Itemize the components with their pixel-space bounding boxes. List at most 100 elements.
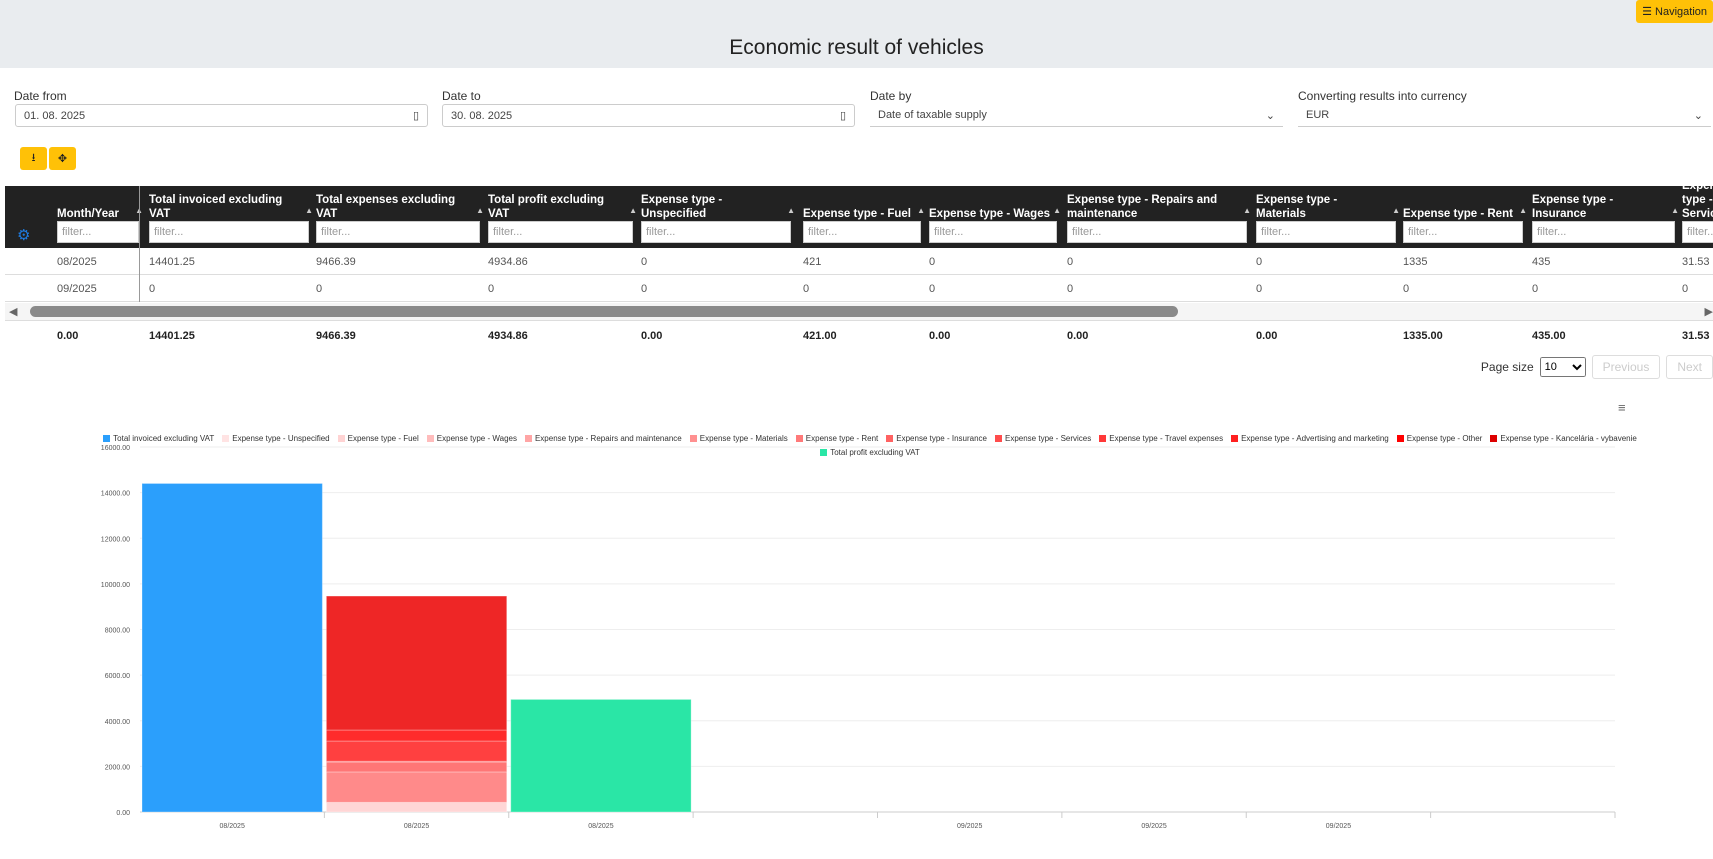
horizontal-scrollbar[interactable]: ◀ ▶ bbox=[5, 303, 1713, 320]
x-tick-label: 08/2025 bbox=[404, 823, 429, 830]
table-header: ⚙ Month/Year▲filter...Total invoiced exc… bbox=[5, 180, 1713, 248]
column-header[interactable]: Expense type - Insurance ▲ filter... bbox=[1532, 186, 1683, 248]
column-header[interactable]: Expense type - Unspecified ▲ filter... bbox=[641, 186, 799, 248]
calendar-icon[interactable]: ▯ bbox=[412, 110, 419, 122]
legend-item[interactable]: Expense type - Repairs and maintenance bbox=[524, 434, 682, 443]
sort-icon[interactable]: ▲ bbox=[476, 206, 484, 215]
navigation-button[interactable]: ☰ Navigation bbox=[1636, 0, 1713, 23]
column-header[interactable]: Expense type - Materials ▲ filter... bbox=[1256, 186, 1404, 248]
legend-item[interactable]: Expense type - Other bbox=[1396, 434, 1482, 443]
legend-item[interactable]: Expense type - Materials bbox=[689, 434, 788, 443]
column-filter-input[interactable]: filter... bbox=[57, 221, 139, 243]
legend-item[interactable]: Expense type - Services bbox=[994, 434, 1091, 443]
sort-icon[interactable]: ▲ bbox=[787, 206, 795, 215]
sort-icon[interactable]: ▲ bbox=[1392, 206, 1400, 215]
calendar-icon[interactable]: ▯ bbox=[839, 110, 846, 122]
scrollbar-thumb[interactable] bbox=[30, 306, 1178, 317]
scroll-right-icon[interactable]: ▶ bbox=[1704, 306, 1713, 318]
column-filter-input[interactable]: filter... bbox=[641, 221, 791, 243]
table-row: 08/2025 14401.25 9466.39 4934.86 0 421 0 0 0 1335… bbox=[5, 248, 1713, 275]
sort-icon[interactable]: ▲ bbox=[917, 206, 925, 215]
table-cell: 0 bbox=[641, 255, 648, 268]
column-header[interactable]: Total profit excluding VAT ▲ filter... bbox=[488, 186, 641, 248]
scroll-left-icon[interactable]: ◀ bbox=[9, 306, 18, 318]
bar-segment[interactable] bbox=[141, 482, 323, 813]
chart-legend: Total invoiced excluding VAT Expense type… bbox=[103, 434, 1637, 443]
bar-segment[interactable] bbox=[325, 595, 508, 731]
previous-button[interactable]: Previous bbox=[1591, 355, 1661, 379]
sort-icon[interactable]: ▲ bbox=[629, 206, 637, 215]
column-filter-input[interactable]: filter... bbox=[1403, 221, 1523, 243]
y-tick-label: 12000.00 bbox=[101, 536, 130, 543]
chart-menu-icon[interactable]: ≡ bbox=[1618, 400, 1626, 415]
bar-segment[interactable] bbox=[325, 729, 508, 742]
column-filter-input[interactable]: filter... bbox=[929, 221, 1057, 243]
column-filter-input[interactable]: filter... bbox=[1067, 221, 1247, 243]
sort-icon[interactable]: ▲ bbox=[305, 206, 313, 215]
table-cell: 0 bbox=[1067, 282, 1074, 295]
date-by-select[interactable]: Date of taxable supply ⌄ bbox=[870, 104, 1283, 127]
column-header[interactable]: Expense type - Wages ▲ filter... bbox=[929, 186, 1065, 248]
date-by-label: Date by bbox=[870, 89, 912, 103]
export-button[interactable]: ⭳ bbox=[20, 147, 47, 170]
legend-item[interactable]: Total invoiced excluding VAT bbox=[103, 434, 214, 443]
column-title: Total expenses excluding VAT bbox=[316, 194, 456, 220]
column-header[interactable]: Month/Year▲filter... bbox=[57, 186, 147, 248]
legend-swatch bbox=[1490, 435, 1498, 442]
bar-chart: 0.00 2000.00 4000.00 6000.00 8000.00 10000.00… bbox=[101, 445, 1616, 830]
next-button[interactable]: Next bbox=[1666, 355, 1713, 379]
y-tick-label: 0.00 bbox=[116, 810, 130, 817]
currency-label: Converting results into currency bbox=[1298, 89, 1467, 103]
column-header[interactable]: Expense type - Fuel ▲ filter... bbox=[803, 186, 929, 248]
legend-item[interactable]: Expense type - Wages bbox=[426, 434, 517, 443]
column-filter-input[interactable]: filter... bbox=[803, 221, 921, 243]
column-header[interactable]: Expense type - Rent ▲ filter... bbox=[1403, 186, 1531, 248]
sort-icon[interactable]: ▲ bbox=[1053, 206, 1061, 215]
sort-icon[interactable]: ▲ bbox=[1519, 206, 1527, 215]
column-filter-input[interactable]: filter... bbox=[1256, 221, 1396, 243]
bar-segment[interactable] bbox=[510, 698, 692, 813]
column-title: Expense type - Unspecified bbox=[641, 194, 723, 220]
filter-placeholder: filter... bbox=[493, 226, 523, 238]
column-filter-input[interactable]: filter... bbox=[488, 221, 633, 243]
date-to-input[interactable]: 30. 08. 2025 ▯ bbox=[442, 104, 855, 127]
date-from-input[interactable]: 01. 08. 2025 ▯ bbox=[15, 104, 428, 127]
bar-segment[interactable] bbox=[325, 761, 508, 773]
column-filter-input[interactable]: filter... bbox=[1532, 221, 1675, 243]
bar-segment[interactable] bbox=[325, 740, 508, 762]
pagination: Page size 10 Previous Next bbox=[1481, 355, 1713, 379]
column-header[interactable]: Total expenses excluding VAT ▲ filter... bbox=[316, 186, 488, 248]
table-cell: 0 bbox=[641, 282, 648, 295]
column-filter-input[interactable]: filter... bbox=[149, 221, 309, 243]
legend-item[interactable]: Expense type - Rent bbox=[795, 434, 878, 443]
table-cell: 0 bbox=[929, 282, 936, 295]
column-settings-icon[interactable]: ⚙ bbox=[17, 227, 31, 244]
legend-item[interactable]: Expense type - Unspecified bbox=[222, 434, 330, 443]
filter-placeholder: filter... bbox=[154, 226, 184, 238]
table-cell: 0 bbox=[1682, 282, 1689, 295]
legend-item[interactable]: Expense type - Fuel bbox=[337, 434, 419, 443]
filter-placeholder: filter... bbox=[62, 226, 92, 238]
filter-placeholder: filter... bbox=[808, 226, 838, 238]
table-cell: 4934.86 bbox=[488, 255, 528, 268]
column-header[interactable]: Total invoiced excluding VAT ▲ filter... bbox=[149, 186, 317, 248]
legend-item[interactable]: Expense type - Advertising and marketing bbox=[1231, 434, 1389, 443]
legend-item[interactable]: Total profit excluding VAT bbox=[820, 448, 920, 457]
table-cell: 0 bbox=[1067, 255, 1074, 268]
sort-icon[interactable]: ▲ bbox=[1671, 206, 1679, 215]
move-button[interactable]: ✥ bbox=[49, 147, 76, 170]
column-header[interactable]: Expense type - Repairs and maintenance ▲ f… bbox=[1067, 186, 1255, 248]
column-filter-input[interactable]: filter... bbox=[316, 221, 480, 243]
currency-select[interactable]: EUR ⌄ bbox=[1298, 104, 1711, 127]
legend-swatch bbox=[1231, 435, 1239, 442]
page-size-select[interactable]: 10 bbox=[1539, 357, 1586, 377]
sort-icon[interactable]: ▲ bbox=[1243, 206, 1251, 215]
bar-segment[interactable] bbox=[325, 771, 508, 803]
legend-item[interactable]: Expense type - Travel expenses bbox=[1099, 434, 1223, 443]
column-header[interactable]: Expense type - Services▲filter... bbox=[1682, 180, 1713, 248]
bar-segment[interactable] bbox=[325, 801, 508, 813]
legend-item[interactable]: Expense type - Insurance bbox=[886, 434, 987, 443]
table-cell: 09/2025 bbox=[57, 282, 97, 295]
column-filter-input[interactable]: filter... bbox=[1682, 221, 1713, 243]
legend-item[interactable]: Expense type - Kancelária - vybavenie bbox=[1490, 434, 1637, 443]
